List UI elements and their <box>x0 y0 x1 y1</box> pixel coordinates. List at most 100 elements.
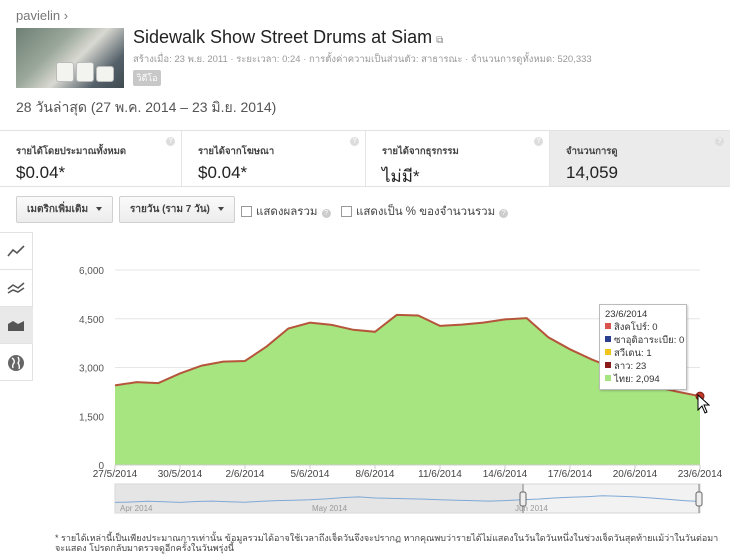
area-fill <box>115 314 700 465</box>
data-point[interactable] <box>590 357 594 361</box>
data-point[interactable] <box>308 321 312 325</box>
mouse-cursor-icon <box>697 394 711 414</box>
data-point[interactable] <box>221 360 225 364</box>
tooltip-row-label: ซาอุดิอาระเบีย: 0 <box>614 335 685 346</box>
tooltip-date: 23/6/2014 <box>605 309 648 320</box>
metric-transaction-revenue[interactable]: รายได้จากธุรกรรม ไม่มี* ? <box>366 131 550 186</box>
data-point[interactable] <box>438 324 442 328</box>
x-tick-label: 17/6/2014 <box>548 469 593 480</box>
y-tick-label: 6,000 <box>79 266 104 277</box>
video-title-text[interactable]: Sidewalk Show Street Drums at Siam <box>133 27 433 47</box>
period-dropdown[interactable]: รายวัน (ราม 7 วัน) <box>119 196 235 223</box>
metric-value: $0.04* <box>16 163 66 182</box>
metric-value: ไม่มี* <box>382 167 420 186</box>
show-percent-label: แสดงเป็น % ของจำนวนรวม <box>356 206 496 218</box>
y-tick-label: 1,500 <box>79 412 104 423</box>
x-tick-label: 27/5/2014 <box>93 469 138 480</box>
y-tick-label: 4,500 <box>79 315 104 326</box>
show-total-checkbox[interactable]: แสดงผลรวม? <box>241 203 331 221</box>
period-dropdown-label: รายวัน (ราม 7 วัน) <box>130 204 210 215</box>
checkbox-icon[interactable] <box>241 206 252 217</box>
data-point[interactable] <box>351 328 355 332</box>
data-point[interactable] <box>503 317 507 321</box>
tooltip-row-label: ไทย: 2,094 <box>614 374 660 385</box>
show-total-label: แสดงผลรวม <box>256 206 318 218</box>
x-tick-label: 2/6/2014 <box>226 469 265 480</box>
help-icon[interactable]: ? <box>499 209 509 218</box>
data-point[interactable] <box>676 390 680 394</box>
video-title[interactable]: Sidewalk Show Street Drums at Siam ⧉ <box>133 27 443 48</box>
data-point[interactable] <box>525 316 529 320</box>
navigator-label: Jun 2014 <box>515 504 548 513</box>
x-tick-label: 30/5/2014 <box>158 469 203 480</box>
line-chart-button[interactable] <box>0 233 33 270</box>
x-tick-label: 20/6/2014 <box>613 469 658 480</box>
video-thumbnail[interactable] <box>16 28 124 88</box>
area-chart-button[interactable] <box>0 307 33 344</box>
legend-swatch <box>605 323 611 329</box>
tooltip-row-label: สวีเดน: 1 <box>614 348 652 359</box>
y-tick-label: 0 <box>98 461 104 472</box>
help-icon[interactable]: ? <box>534 137 543 146</box>
metric-ad-revenue[interactable]: รายได้จากโฆษณา $0.04* ? <box>182 131 366 186</box>
data-point[interactable] <box>200 364 204 368</box>
map-view-button[interactable] <box>0 344 33 381</box>
checkbox-icon[interactable] <box>341 206 352 217</box>
data-point[interactable] <box>373 330 377 334</box>
metric-label: รายได้จากโฆษณา <box>198 146 275 157</box>
data-point[interactable] <box>265 344 269 348</box>
video-tag-badge: วิดีโอ <box>133 70 161 86</box>
navigator-line <box>114 495 701 503</box>
date-range: 28 วันล่าสุด (27 พ.ค. 2014 – 23 มิ.ย. 20… <box>16 99 277 115</box>
data-point[interactable] <box>568 347 572 351</box>
data-point[interactable] <box>481 321 485 325</box>
data-point[interactable] <box>243 359 247 363</box>
tooltip-row: ลาว: 23 <box>605 360 681 373</box>
tooltip-row: สิงคโปร์: 0 <box>605 321 681 334</box>
x-tick-label: 11/6/2014 <box>418 469 462 480</box>
x-tick-label: 8/6/2014 <box>356 469 395 480</box>
metric-views[interactable]: จำนวนการดู 14,059 ? <box>550 131 730 186</box>
metric-label: จำนวนการดู <box>566 146 618 157</box>
y-tick-label: 3,000 <box>79 364 104 375</box>
metric-value: $0.04* <box>198 163 248 182</box>
data-point[interactable] <box>156 381 160 385</box>
x-tick-label: 23/6/2014 <box>678 469 723 480</box>
data-point[interactable] <box>460 323 464 327</box>
data-point[interactable] <box>546 335 550 339</box>
tooltip-row: ไทย: 2,094 <box>605 373 681 386</box>
channel-breadcrumb[interactable]: pavielin › <box>16 8 69 23</box>
metric-value: 14,059 <box>566 163 618 182</box>
help-icon[interactable]: ? <box>321 209 331 218</box>
data-point[interactable] <box>135 380 139 384</box>
chart-type-sidebar <box>0 232 33 381</box>
metric-dropdown[interactable]: เมตริกเพิ่มเติม <box>16 196 114 223</box>
data-point[interactable] <box>330 323 334 327</box>
data-point[interactable] <box>395 313 399 317</box>
external-link-icon[interactable]: ⧉ <box>436 35 444 46</box>
data-point[interactable] <box>286 327 290 331</box>
navigator-label: Apr 2014 <box>120 504 153 513</box>
show-percent-checkbox[interactable]: แสดงเป็น % ของจำนวนรวม? <box>341 203 509 221</box>
legend-swatch <box>605 349 611 355</box>
legend-swatch <box>605 336 611 342</box>
multi-line-chart-button[interactable] <box>0 270 33 307</box>
metrics-bar: รายได้โดยประมาณทั้งหมด $0.04* ? รายได้จา… <box>0 130 730 187</box>
help-icon[interactable]: ? <box>166 137 175 146</box>
tooltip-row-label: ลาว: 23 <box>614 361 647 372</box>
data-point[interactable] <box>416 314 420 318</box>
help-icon[interactable]: ? <box>350 137 359 146</box>
metric-label: รายได้จากธุรกรรม <box>382 146 459 157</box>
data-point[interactable] <box>113 383 117 387</box>
navigator-handle-left[interactable] <box>519 491 527 507</box>
navigator-handle-right[interactable] <box>695 491 703 507</box>
metric-estimated-revenue[interactable]: รายได้โดยประมาณทั้งหมด $0.04* ? <box>0 131 182 186</box>
chevron-down-icon <box>217 207 224 212</box>
x-tick-label: 5/6/2014 <box>291 469 330 480</box>
help-icon[interactable]: ? <box>715 137 724 146</box>
metric-dropdown-label: เมตริกเพิ่มเติม <box>27 204 89 215</box>
data-point[interactable] <box>178 371 182 375</box>
line-chart-icon <box>7 245 25 257</box>
views-area-chart[interactable]: 0 1,500 3,000 4,500 6,000 27/5/2014 30/5/2014 2… <box>0 0 730 530</box>
tooltip-row-label: สิงคโปร์: 0 <box>614 322 658 333</box>
